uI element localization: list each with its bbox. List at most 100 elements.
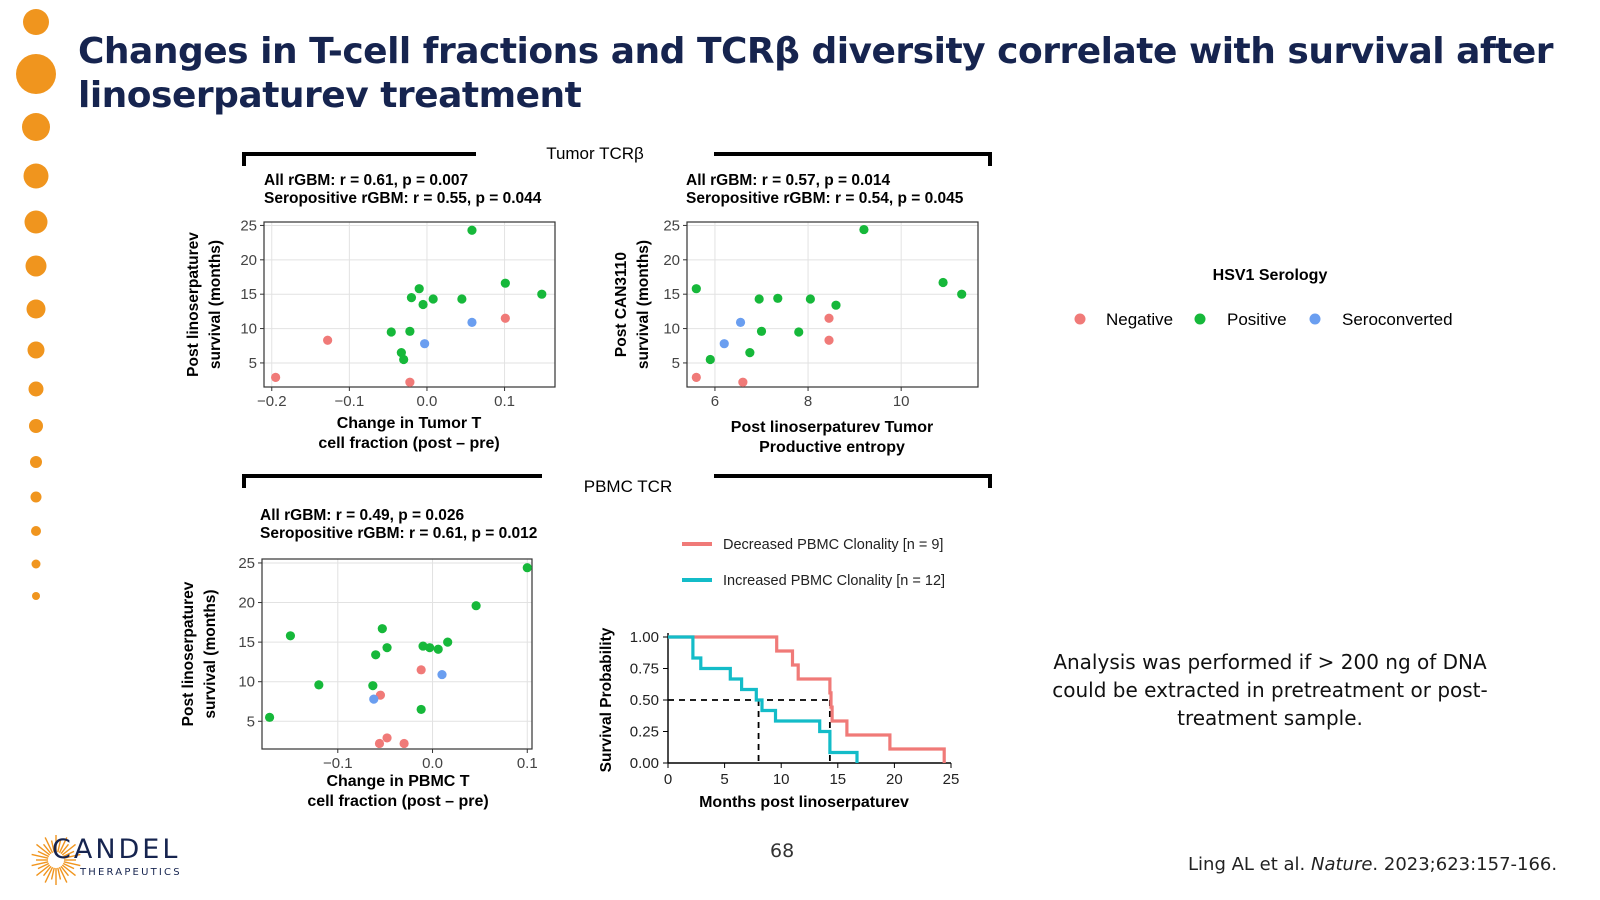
sunburst-ray [44, 837, 54, 854]
data-point-positive [443, 637, 453, 647]
km-legend-label: Decreased PBMC Clonality [n = 9] [723, 537, 943, 553]
decorative-dot [25, 255, 47, 277]
data-point-negative [500, 313, 510, 323]
x-tick-label: 0.0 [422, 755, 443, 772]
km-y-tick-label: 0.25 [630, 724, 659, 741]
data-point-positive [831, 300, 841, 310]
legend-swatch-positive [1194, 313, 1206, 325]
citation-journal: Nature [1310, 854, 1373, 875]
data-point-negative [405, 377, 415, 387]
decorative-dot [30, 456, 42, 468]
scatter-tumor-fraction: −0.2 −0.1 0.0 0.1 5 10 15 20 25 All rGBM: r = 0.6… [185, 172, 556, 452]
data-point-positive [705, 354, 715, 365]
logo-wordmark: CANDEL [52, 834, 180, 865]
decorative-dot [31, 526, 41, 536]
data-point-positive [425, 643, 435, 653]
km-y-tick-label: 0.00 [630, 755, 659, 772]
data-point-positive [371, 650, 381, 660]
data-point-positive [938, 277, 948, 288]
page-number: 68 [770, 840, 795, 862]
data-point-positive [264, 712, 275, 722]
x-axis-label: Post linoserpaturev Tumor [731, 419, 933, 436]
scatter-pbmc-fraction: −0.1 0.0 0.1 5 10 15 20 25 All rGBM: r = 0.49, p… [180, 507, 538, 810]
y-tick-label: 5 [247, 713, 255, 730]
scatter-tumor-entropy: 6 8 10 5 10 15 20 25 All rGBM: r = 0.57, p = 0.0… [613, 172, 979, 456]
sunburst-ray [57, 867, 62, 880]
y-axis-label: Post linoserpaturev [180, 581, 197, 726]
sunburst-ray [62, 862, 75, 870]
data-point-positive [859, 224, 869, 235]
y-tick-label: 15 [663, 286, 680, 303]
data-point-positive [433, 644, 443, 654]
data-point-positive [467, 225, 477, 235]
data-point-positive [428, 294, 438, 304]
x-tick-label: 8 [804, 393, 812, 410]
plot-frame [686, 221, 979, 388]
data-point-seroconverted [369, 694, 379, 704]
legend-label-positive: Positive [1227, 310, 1287, 329]
x-axis-label-line2: Productive entropy [759, 439, 905, 456]
x-tick-label: 0.0 [417, 393, 438, 410]
sunburst-ray [63, 853, 81, 859]
sunburst-ray [57, 840, 62, 853]
y-axis-label-line2: survival (months) [635, 240, 652, 369]
data-point-positive [754, 294, 764, 304]
sunburst-ray [31, 853, 49, 859]
km-x-tick-label: 25 [943, 771, 960, 788]
km-y-tick-label: 0.50 [630, 692, 659, 709]
data-point-negative [416, 665, 426, 675]
legend-label-negative: Negative [1106, 310, 1173, 329]
sunburst-ray [44, 866, 54, 883]
citation-details: . 2023;623:157-166. [1372, 854, 1558, 875]
x-tick-label: 10 [893, 393, 910, 410]
km-x-tick-label: 0 [664, 771, 672, 788]
x-axis-label: Change in PBMC T [326, 773, 469, 790]
y-tick-label: 10 [240, 321, 257, 338]
sunburst-ray [62, 850, 75, 858]
decorative-dot [22, 113, 50, 141]
y-tick-label: 10 [238, 674, 255, 691]
legend-label-seroconverted: Seroconverted [1342, 310, 1453, 329]
data-point-positive [285, 631, 296, 641]
data-point-positive [537, 289, 547, 299]
data-point-seroconverted [420, 339, 430, 349]
y-tick-label: 25 [240, 217, 257, 234]
sunburst-ray [36, 843, 51, 856]
sunburst-icon [31, 835, 81, 885]
decorative-dot [27, 341, 45, 359]
sunburst-ray [61, 843, 76, 856]
sunburst-ray [58, 837, 68, 854]
decorative-dot [29, 419, 43, 433]
data-point-negative [271, 372, 281, 382]
legend-swatch-seroconverted [1309, 313, 1321, 325]
decorative-dot [23, 163, 49, 189]
sunburst-ray [60, 843, 70, 855]
gridlines [264, 222, 555, 387]
stats-all-rgbm: All rGBM: r = 0.61, p = 0.007 [264, 172, 468, 189]
plot-frame [261, 558, 533, 750]
serology-legend: HSV1 Serology Negative Positive Seroconv… [1074, 267, 1453, 329]
km-x-axis-label: Months post linoserpaturev [699, 794, 909, 811]
sunburst-ray [50, 840, 55, 853]
km-legend-label: Increased PBMC Clonality [n = 12] [723, 573, 945, 589]
data-point-seroconverted [467, 317, 477, 327]
x-tick-label: −0.1 [323, 755, 353, 772]
data-point-negative [824, 335, 834, 345]
stats-all-rgbm: All rGBM: r = 0.57, p = 0.014 [686, 172, 891, 189]
x-tick-label: −0.1 [335, 393, 365, 410]
data-point-negative [399, 738, 409, 749]
sunburst-ray [50, 867, 55, 880]
y-tick-label: 25 [238, 555, 255, 572]
analysis-note: Analysis was performed if > 200 ng of DN… [1052, 650, 1488, 730]
data-point-positive [756, 326, 767, 336]
y-axis-label-line2: survival (months) [202, 589, 219, 718]
legend-swatch-negative [1074, 313, 1086, 325]
section-label-tumor: Tumor TCRβ [546, 144, 644, 163]
data-point-negative [323, 335, 333, 345]
x-axis-label: Change in Tumor T [337, 415, 482, 432]
section-label-pbmc: PBMC TCR [584, 477, 672, 496]
y-tick-label: 5 [249, 355, 257, 372]
data-point-positive [773, 293, 783, 303]
plot-frame [263, 221, 556, 388]
stats-seropositive-rgbm: Seropositive rGBM: r = 0.61, p = 0.012 [260, 525, 537, 542]
